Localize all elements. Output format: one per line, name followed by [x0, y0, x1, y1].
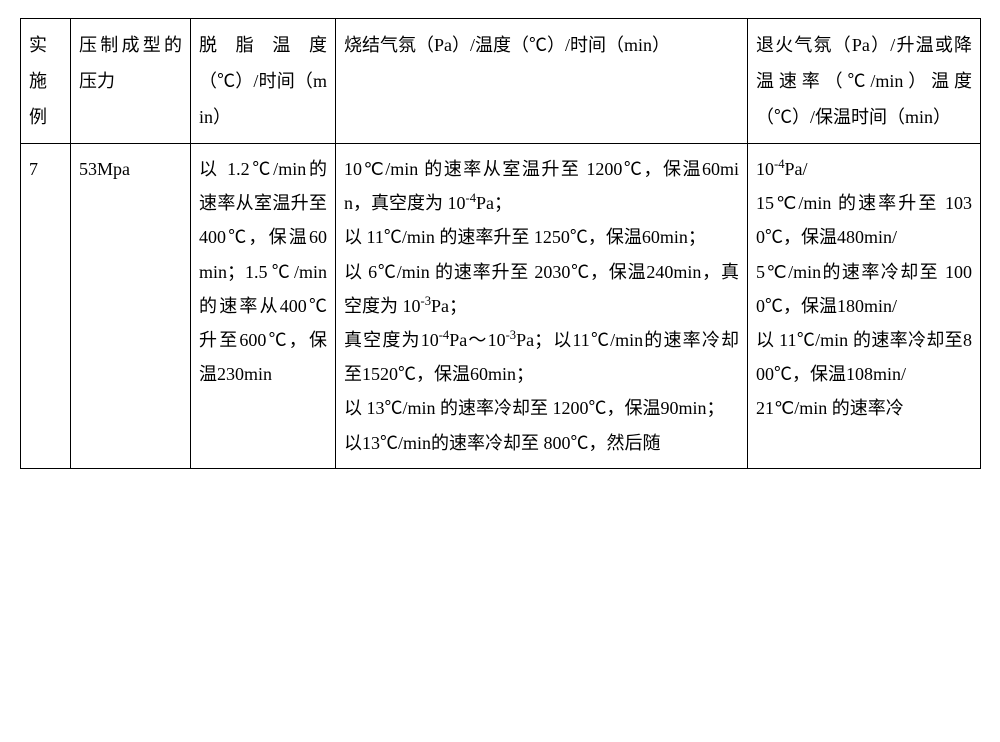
header-debinding: 脱脂温度（℃）/时间（min）	[191, 19, 336, 144]
header-pressing-pressure: 压制成型的压力	[71, 19, 191, 144]
cell-sintering: 10℃/min 的速率从室温升至 1200℃，保温60min，真空度为 10-4…	[336, 144, 748, 469]
process-parameters-table: 实施例 压制成型的压力 脱脂温度（℃）/时间（min） 烧结气氛（Pa）/温度（…	[20, 18, 981, 469]
cell-pressing-pressure: 53Mpa	[71, 144, 191, 469]
table-header-row: 实施例 压制成型的压力 脱脂温度（℃）/时间（min） 烧结气氛（Pa）/温度（…	[21, 19, 981, 144]
header-sintering: 烧结气氛（Pa）/温度（℃）/时间（min）	[336, 19, 748, 144]
cell-debinding: 以 1.2℃/min的速率从室温升至 400℃，保温60min；1.5℃/min…	[191, 144, 336, 469]
cell-annealing: 10-4Pa/15℃/min 的速率升至 1030℃，保温480min/5℃/m…	[748, 144, 981, 469]
cell-example-no: 7	[21, 144, 71, 469]
table-row: 7 53Mpa 以 1.2℃/min的速率从室温升至 400℃，保温60min；…	[21, 144, 981, 469]
header-annealing: 退火气氛（Pa）/升温或降温速率（℃/min）温度（℃）/保温时间（min）	[748, 19, 981, 144]
header-example-no: 实施例	[21, 19, 71, 144]
